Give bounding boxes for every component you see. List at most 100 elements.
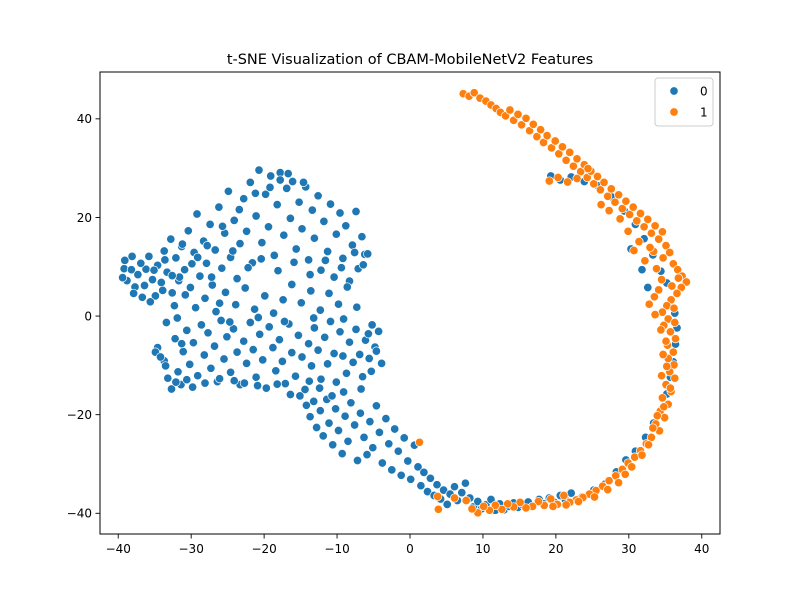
data-point-0 xyxy=(225,317,235,327)
data-point-0 xyxy=(248,345,258,355)
data-point-0 xyxy=(217,263,227,273)
data-point-0 xyxy=(180,265,190,275)
data-point-0 xyxy=(232,347,242,357)
data-point-1 xyxy=(479,501,489,511)
data-point-0 xyxy=(201,258,212,268)
data-point-0 xyxy=(239,336,249,346)
data-point-0 xyxy=(191,303,201,313)
data-point-0 xyxy=(282,183,292,193)
data-point-1 xyxy=(650,221,660,231)
data-point-1 xyxy=(668,347,678,357)
data-point-0 xyxy=(239,378,249,388)
data-point-0 xyxy=(269,308,279,318)
data-point-0 xyxy=(364,353,374,364)
data-point-0 xyxy=(291,244,301,254)
data-point-1 xyxy=(661,336,671,346)
data-point-1 xyxy=(599,177,609,187)
data-point-0 xyxy=(355,349,365,360)
data-point-0 xyxy=(214,202,224,212)
data-point-1 xyxy=(673,273,683,283)
data-point-0 xyxy=(149,265,159,275)
data-point-0 xyxy=(318,431,328,441)
data-point-0 xyxy=(206,363,216,373)
data-point-0 xyxy=(272,379,282,389)
data-point-1 xyxy=(657,371,667,381)
data-point-1 xyxy=(553,172,563,183)
x-tick-label: 10 xyxy=(475,542,490,556)
data-point-0 xyxy=(335,208,345,218)
data-point-0 xyxy=(136,258,146,268)
legend-marker-0 xyxy=(669,86,679,96)
data-point-1 xyxy=(625,209,635,220)
y-tick-label: −40 xyxy=(67,507,92,521)
data-point-1 xyxy=(654,285,664,295)
data-point-0 xyxy=(315,383,325,393)
data-point-0 xyxy=(155,352,166,362)
data-point-1 xyxy=(517,120,527,130)
data-point-0 xyxy=(144,251,154,261)
data-point-1 xyxy=(627,462,637,472)
data-point-1 xyxy=(604,206,614,216)
data-point-0 xyxy=(289,257,299,267)
data-point-1 xyxy=(635,208,646,219)
data-point-0 xyxy=(309,396,319,406)
legend-label-1: 1 xyxy=(700,105,708,119)
data-point-1 xyxy=(589,492,600,502)
data-point-0 xyxy=(304,339,314,349)
data-point-0 xyxy=(387,465,397,475)
data-point-1 xyxy=(651,264,662,274)
data-point-0 xyxy=(180,290,190,300)
data-point-1 xyxy=(565,147,575,157)
data-point-1 xyxy=(548,501,558,511)
data-point-1 xyxy=(643,214,653,224)
y-tick-label: 20 xyxy=(77,211,92,225)
data-point-0 xyxy=(425,473,435,483)
data-point-0 xyxy=(283,169,293,179)
data-point-0 xyxy=(229,376,239,386)
data-point-0 xyxy=(329,348,339,359)
data-point-0 xyxy=(242,358,252,368)
data-point-0 xyxy=(287,348,297,358)
data-point-0 xyxy=(309,323,319,333)
data-point-1 xyxy=(670,317,680,328)
data-point-1 xyxy=(572,173,582,184)
data-point-1 xyxy=(665,383,675,393)
data-point-0 xyxy=(271,366,281,376)
data-point-1 xyxy=(615,214,625,224)
data-point-0 xyxy=(309,313,319,323)
data-point-0 xyxy=(171,377,181,387)
data-point-0 xyxy=(166,234,176,244)
data-point-0 xyxy=(305,270,315,280)
data-point-1 xyxy=(469,88,479,98)
data-point-1 xyxy=(645,242,655,253)
data-point-0 xyxy=(171,253,181,263)
data-point-1 xyxy=(515,497,525,507)
data-point-0 xyxy=(344,337,355,347)
data-point-0 xyxy=(342,282,352,292)
data-point-0 xyxy=(449,482,460,492)
data-point-0 xyxy=(306,286,316,296)
data-point-0 xyxy=(362,450,372,460)
data-point-1 xyxy=(568,161,578,171)
data-point-1 xyxy=(546,143,557,153)
data-point-1 xyxy=(667,281,677,291)
data-point-0 xyxy=(341,221,351,231)
data-point-0 xyxy=(182,375,192,385)
data-point-0 xyxy=(399,433,409,443)
data-point-0 xyxy=(199,350,209,360)
y-axis: −40 −20 0 20 40 xyxy=(67,112,100,521)
data-point-0 xyxy=(290,371,301,381)
data-point-0 xyxy=(265,182,275,192)
data-point-0 xyxy=(374,427,384,437)
data-point-1 xyxy=(657,393,667,403)
data-point-0 xyxy=(403,456,413,466)
data-point-0 xyxy=(359,432,369,442)
data-point-0 xyxy=(277,356,287,366)
data-point-0 xyxy=(167,288,177,298)
data-point-0 xyxy=(304,376,314,386)
data-point-0 xyxy=(323,359,333,369)
data-point-0 xyxy=(234,205,244,215)
data-point-0 xyxy=(377,458,387,468)
data-point-0 xyxy=(207,280,217,290)
